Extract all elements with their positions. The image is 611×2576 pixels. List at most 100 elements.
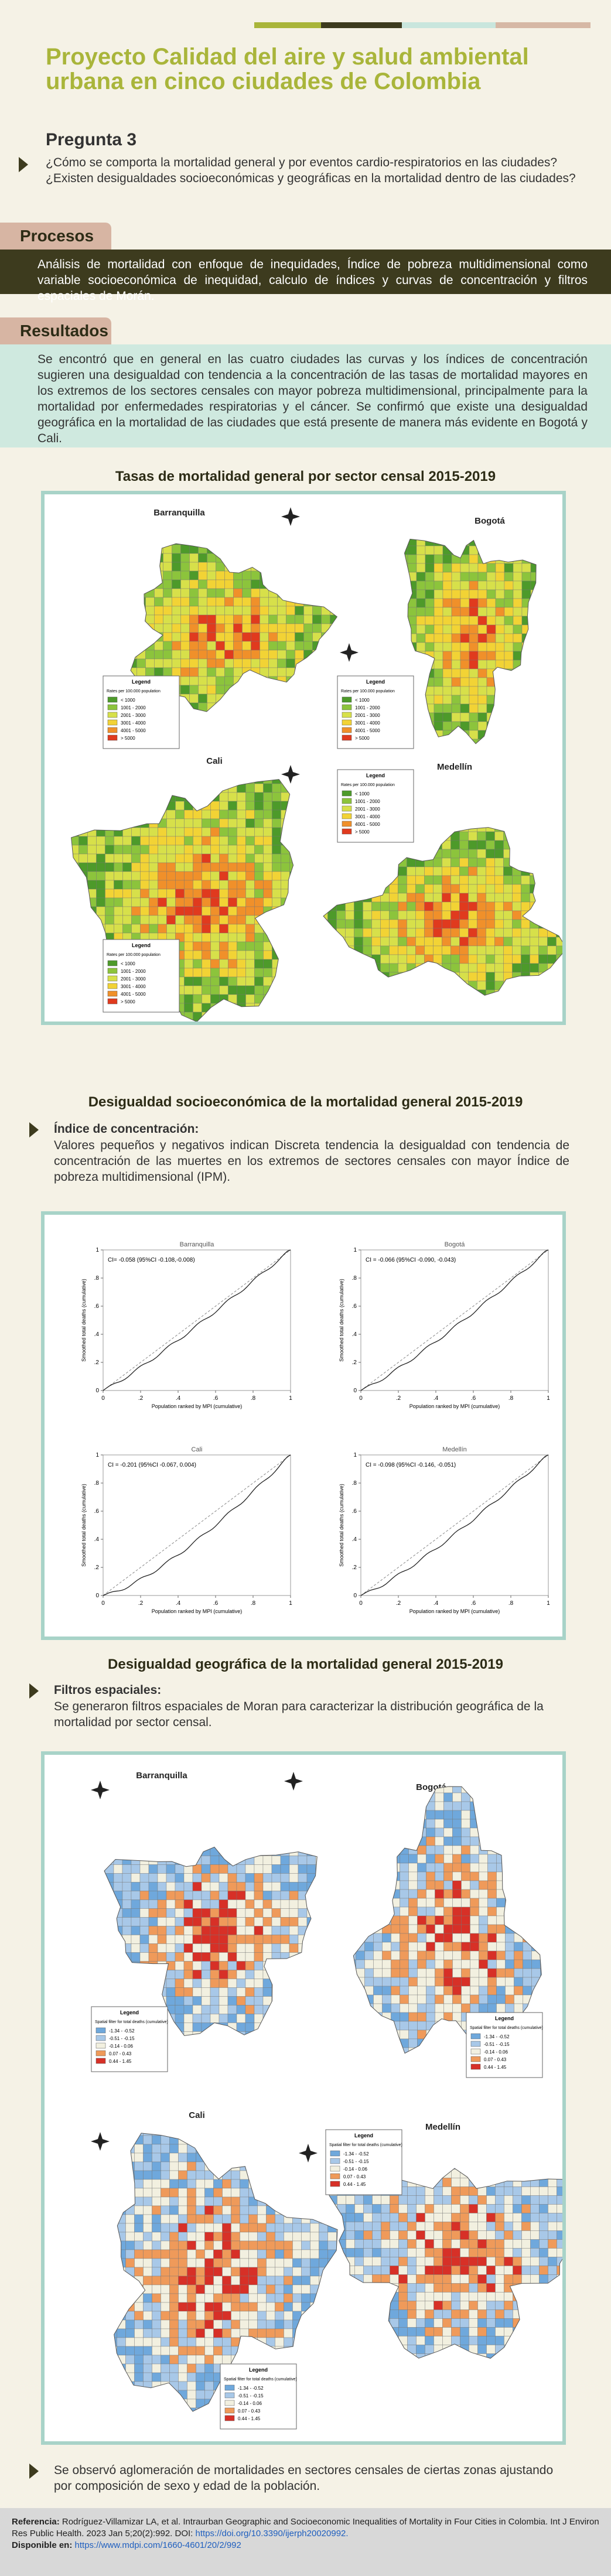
census-sector <box>400 1933 409 1943</box>
census-sector <box>435 1845 444 1855</box>
census-sector <box>390 590 399 599</box>
census-sector <box>433 607 443 617</box>
census-sector <box>425 616 435 626</box>
census-sector <box>268 658 278 668</box>
census-sector <box>461 1863 470 1873</box>
census-sector <box>468 937 477 947</box>
census-sector <box>556 875 562 885</box>
census-sector <box>557 814 563 823</box>
census-sector <box>157 1864 167 1874</box>
census-sector <box>149 757 158 766</box>
census-sector <box>373 1786 383 1793</box>
census-sector <box>487 757 496 766</box>
x-tick-label: .8 <box>251 1600 256 1607</box>
census-sector <box>272 1803 281 1812</box>
census-sector <box>383 2056 391 2065</box>
census-sector <box>557 999 563 1007</box>
census-sector <box>460 814 469 823</box>
census-sector <box>286 623 295 633</box>
census-sector <box>154 614 163 624</box>
census-sector <box>272 749 281 757</box>
census-sector <box>87 1839 96 1847</box>
census-sector <box>383 1775 391 1784</box>
census-sector <box>97 749 105 757</box>
census-sector <box>172 544 181 554</box>
census-sector <box>452 1836 462 1846</box>
census-sector <box>425 528 434 537</box>
census-sector <box>521 831 530 841</box>
census-sector <box>435 1942 444 1952</box>
census-sector <box>286 685 295 695</box>
census-sector <box>131 588 137 598</box>
census-sector <box>426 1871 435 1881</box>
census-sector <box>353 1977 356 1987</box>
census-sector <box>272 757 281 766</box>
census-sector <box>548 686 557 695</box>
census-sector <box>104 1882 105 1891</box>
legend-item: < 1000 <box>355 791 370 797</box>
census-sector <box>495 739 505 744</box>
census-sector <box>345 980 354 990</box>
census-sector <box>399 511 408 520</box>
census-sector <box>166 1987 176 1997</box>
census-sector <box>78 889 88 898</box>
census-sector <box>530 980 539 990</box>
census-sector <box>452 1889 462 1899</box>
census-sector <box>131 924 141 934</box>
census-sector <box>202 1839 210 1847</box>
census-sector <box>53 819 62 828</box>
census-sector <box>538 884 548 894</box>
census-sector <box>87 1962 96 1970</box>
census-sector <box>198 711 207 712</box>
census-sector <box>158 897 167 907</box>
census-sector <box>299 933 308 942</box>
census-sector <box>210 1899 220 1909</box>
census-sector <box>486 857 495 867</box>
census-sector <box>307 2041 316 2049</box>
census-sector <box>308 819 316 828</box>
census-sector <box>389 866 398 876</box>
census-sector <box>468 893 477 903</box>
census-sector <box>93 641 102 650</box>
census-sector <box>435 2003 444 2013</box>
census-sector <box>415 963 425 973</box>
census-sector <box>323 827 328 832</box>
census-sector <box>310 876 319 884</box>
census-sector <box>53 757 62 766</box>
census-sector <box>122 1882 132 1891</box>
census-sector <box>163 553 172 563</box>
census-sector <box>521 945 530 955</box>
census-sector <box>172 606 181 616</box>
census-sector <box>260 614 269 624</box>
census-sector <box>202 783 211 793</box>
census-sector <box>312 544 322 554</box>
census-sector <box>166 1926 176 1935</box>
census-sector <box>486 840 495 850</box>
census-sector <box>310 867 319 876</box>
census-sector <box>327 831 337 841</box>
census-sector <box>450 963 460 973</box>
census-sector <box>398 866 407 876</box>
census-sector <box>175 1908 185 1918</box>
census-sector <box>192 1926 202 1935</box>
census-sector <box>486 910 495 920</box>
census-sector <box>433 580 443 590</box>
census-sector <box>496 528 504 537</box>
census-sector <box>548 669 557 678</box>
census-sector <box>303 606 313 616</box>
census-sector <box>236 1996 246 2006</box>
census-sector <box>53 968 62 977</box>
census-sector <box>416 730 426 740</box>
census-sector <box>299 872 308 880</box>
census-sector <box>79 766 88 775</box>
census-sector <box>184 809 193 819</box>
census-sector <box>122 836 132 846</box>
census-sector <box>201 1943 211 1953</box>
census-sector <box>183 1891 193 1900</box>
census-sector <box>495 633 505 643</box>
census-sector <box>272 853 281 863</box>
census-sector <box>298 1996 308 2006</box>
census-sector <box>339 2083 347 2092</box>
census-sector <box>347 2092 356 2100</box>
census-sector <box>391 2012 400 2022</box>
